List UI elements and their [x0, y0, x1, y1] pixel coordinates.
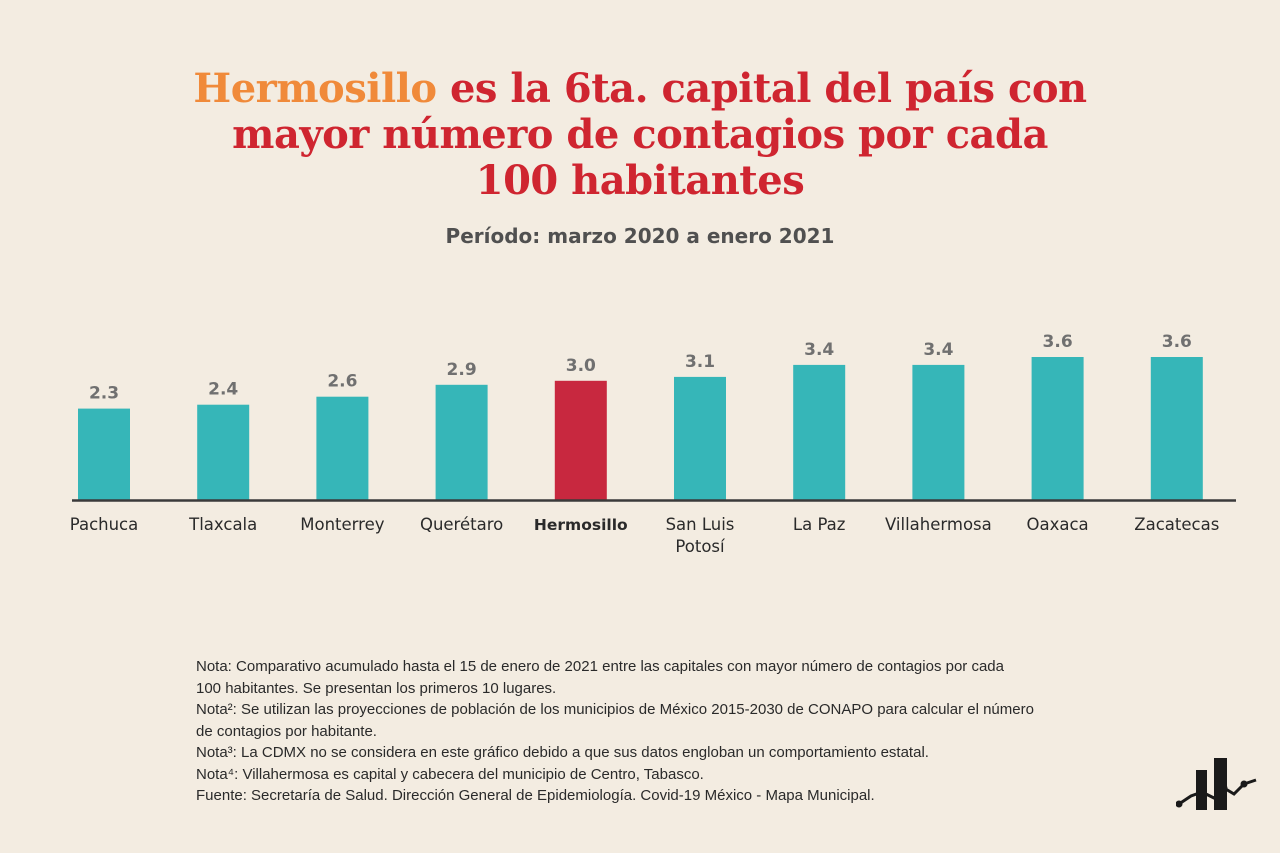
- bar-oaxaca: [1031, 357, 1084, 500]
- value-label: 3.1: [685, 352, 715, 372]
- value-label: 3.0: [566, 356, 596, 376]
- bar-san-luis-potos-: [674, 376, 726, 500]
- value-label: 3.4: [923, 340, 953, 360]
- note-line: Nota²: Se utilizan las proyecciones de p…: [196, 701, 1034, 718]
- value-label: 3.4: [804, 340, 834, 360]
- value-label: 2.3: [89, 384, 119, 404]
- bar-monterrey: [316, 396, 369, 500]
- category-label: Hermosillo: [534, 516, 628, 534]
- note-line: Nota⁴: Villahermosa es capital y cabecer…: [196, 765, 704, 783]
- bar-villahermosa: [912, 364, 965, 500]
- bar-la-paz: [793, 364, 846, 500]
- category-label: Villahermosa: [885, 515, 992, 534]
- category-label: Oaxaca: [1027, 515, 1089, 534]
- category-label: Monterrey: [300, 515, 384, 534]
- category-label: Potosí: [675, 537, 726, 556]
- value-label: 2.4: [208, 380, 238, 400]
- title-line-3: 100 habitantes: [475, 157, 805, 204]
- value-label: 3.6: [1162, 332, 1192, 352]
- category-label: La Paz: [793, 515, 846, 534]
- chart-title: Hermosillo es la 6ta. capital del país c…: [0, 66, 1280, 204]
- bar-chart-logo-icon: [1176, 758, 1257, 810]
- title-line-2: mayor número de contagios por cada: [232, 111, 1048, 158]
- chart-subtitle: Período: marzo 2020 a enero 2021: [445, 224, 835, 248]
- category-label: Pachuca: [70, 515, 139, 534]
- value-label: 2.6: [327, 372, 357, 392]
- note-line: 100 habitantes. Se presentan los primero…: [196, 679, 557, 697]
- bar-zacatecas: [1150, 357, 1203, 500]
- note-line: de contagios por habitante.: [196, 722, 377, 740]
- category-label: Querétaro: [420, 515, 503, 534]
- note-line: Nota³: La CDMX no se considera en este g…: [196, 744, 929, 761]
- title-line-1-rest: es la 6ta. capital del país con: [436, 65, 1087, 112]
- bar-quer-taro: [435, 384, 488, 500]
- note-line: Nota: Comparativo acumulado hasta el 15 …: [196, 658, 1004, 675]
- footnotes: Nota: Comparativo acumulado hasta el 15 …: [196, 656, 1076, 807]
- title-highlight: Hermosillo: [193, 65, 437, 112]
- category-label: San Luis: [666, 515, 735, 534]
- bar-chart: 2.3 2.4 2.6 2.9 3.0 3.1 3.4 3.4 3.6 3.6 Pachuca Tl…: [70, 332, 1236, 556]
- bar-hermosillo: [554, 380, 607, 500]
- value-label: 3.6: [1043, 332, 1073, 352]
- bar-pachuca: [78, 408, 130, 500]
- category-label: Zacatecas: [1134, 515, 1219, 534]
- source-line: Fuente: Secretaría de Salud. Dirección G…: [196, 787, 875, 804]
- title-line-1: Hermosillo es la 6ta. capital del país c…: [0, 66, 1280, 112]
- value-label: 2.9: [447, 360, 477, 380]
- category-label: Tlaxcala: [188, 515, 257, 534]
- bar-tlaxcala: [197, 404, 250, 500]
